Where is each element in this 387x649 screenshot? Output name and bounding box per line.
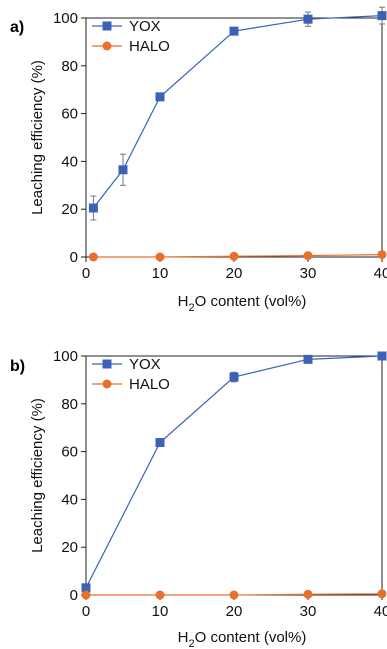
x-axis-label-subscript: 2 xyxy=(189,302,195,314)
data-point xyxy=(377,11,387,21)
panel-label: b) xyxy=(10,358,25,375)
legend: YOX HALO xyxy=(92,18,170,55)
legend-label: YOX xyxy=(129,356,161,373)
x-tick-label: 40 xyxy=(374,603,387,620)
x-tick-label: 40 xyxy=(374,265,387,282)
data-point xyxy=(303,589,313,599)
x-tick-label: 20 xyxy=(226,603,243,620)
x-axis-label: H2O content (vol%) xyxy=(178,629,307,649)
legend-marker xyxy=(102,41,112,51)
x-axis-label-part: O content (vol%) xyxy=(195,629,307,646)
y-axis-label: Leaching efficiency (%) xyxy=(29,398,46,553)
x-tick-label: 30 xyxy=(300,265,317,282)
data-point xyxy=(155,590,165,600)
legend-marker xyxy=(102,21,112,31)
series-halo xyxy=(88,250,387,262)
data-point xyxy=(118,165,128,175)
data-point xyxy=(88,252,98,262)
data-point xyxy=(303,354,313,364)
data-point xyxy=(155,438,165,448)
y-tick-label: 100 xyxy=(53,348,78,365)
y-tick-label: 80 xyxy=(61,58,78,75)
x-tick-label: 0 xyxy=(82,603,90,620)
x-tick-label: 10 xyxy=(152,265,169,282)
x-tick-label: 30 xyxy=(300,603,317,620)
data-point xyxy=(229,372,239,382)
legend-label: HALO xyxy=(129,38,170,55)
legend-marker xyxy=(102,359,112,369)
chart-panel-1: a) 0 20 40 60 80 100 0 10 20 30 40 H2O content (vol%… xyxy=(10,6,387,314)
series-line xyxy=(92,15,383,209)
y-tick-label: 40 xyxy=(61,491,78,508)
y-tick-label: 40 xyxy=(61,153,78,170)
data-point xyxy=(377,250,387,260)
data-point xyxy=(229,26,239,36)
x-axis-label: H2O content (vol%) xyxy=(178,293,307,314)
legend-marker xyxy=(102,379,112,389)
data-point xyxy=(155,92,165,102)
data-point xyxy=(303,251,313,261)
data-point xyxy=(81,590,91,600)
y-tick-label: 20 xyxy=(61,201,78,218)
data-point xyxy=(377,351,387,361)
legend-label: HALO xyxy=(129,376,170,393)
x-tick-label: 0 xyxy=(82,265,90,282)
y-tick-label: 100 xyxy=(53,10,78,27)
chart-panel-2: b) 0 20 40 60 80 100 0 10 20 30 40 H2O content (vol%… xyxy=(10,348,387,649)
x-tick-label: 10 xyxy=(152,603,169,620)
y-tick-label: 0 xyxy=(70,587,78,604)
data-point xyxy=(88,203,98,213)
data-point xyxy=(81,583,91,593)
x-axis-label-part: H xyxy=(178,293,189,310)
data-point xyxy=(229,251,239,261)
x-axis-label-subscript: 2 xyxy=(189,638,195,649)
series-yox xyxy=(81,351,387,593)
y-tick-label: 60 xyxy=(61,444,78,461)
x-axis-label-part: O content (vol%) xyxy=(195,293,307,310)
legend-label: YOX xyxy=(129,18,161,35)
series-yox xyxy=(88,6,387,221)
data-point xyxy=(229,590,239,600)
y-tick-label: 20 xyxy=(61,539,78,556)
x-axis-label-part: H xyxy=(178,629,189,646)
y-tick-label: 80 xyxy=(61,396,78,413)
panel-label: a) xyxy=(10,19,24,36)
y-tick-label: 0 xyxy=(70,249,78,266)
data-point xyxy=(155,252,165,262)
data-point xyxy=(377,589,387,599)
y-axis-label: Leaching efficiency (%) xyxy=(29,60,46,215)
legend: YOX HALO xyxy=(92,356,170,393)
x-tick-label: 20 xyxy=(226,265,243,282)
y-tick-label: 60 xyxy=(61,106,78,123)
series-halo xyxy=(81,589,387,600)
data-point xyxy=(303,14,313,24)
